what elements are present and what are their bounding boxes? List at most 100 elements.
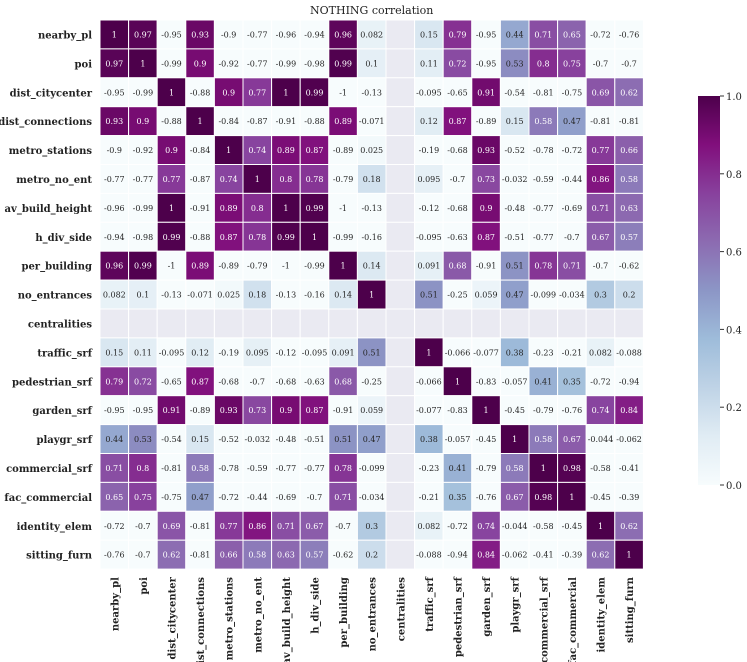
cell-value-label: 1	[112, 30, 117, 39]
column-label: no_entrances	[368, 577, 379, 652]
heatmap-cell	[328, 395, 358, 426]
cell-value-label: 0.93	[191, 30, 209, 39]
cell-value-label: 0.8	[137, 464, 150, 473]
cell-value-label: 0.58	[534, 435, 552, 444]
cell-value-label: -0.77	[247, 59, 268, 68]
heatmap-cell	[299, 164, 330, 194]
heatmap-cell	[128, 279, 158, 310]
cell-value-label: -0.99	[333, 233, 354, 242]
heatmap-cell	[99, 192, 130, 223]
cell-value-label: 0.87	[477, 233, 495, 242]
cell-value-label: 0.99	[306, 204, 324, 213]
heatmap-cell	[585, 337, 616, 368]
cell-value-label: -0.077	[416, 406, 442, 415]
cell-value-label: 0.12	[191, 348, 209, 357]
cell-value-label: -0.057	[502, 377, 528, 386]
heatmap-cell	[557, 48, 587, 79]
heatmap-cell	[328, 539, 358, 570]
heatmap-cell	[499, 308, 530, 339]
heatmap-cell	[271, 106, 301, 137]
heatmap-cell	[328, 164, 358, 194]
cell-value-label: -0.72	[447, 522, 468, 531]
cell-value-label: 0.63	[620, 204, 638, 213]
cell-value-label: -0.19	[218, 348, 239, 357]
cell-value-label: 0.67	[306, 522, 324, 531]
colorbar-tick-label: 0.6	[726, 248, 742, 259]
cell-value-label: -0.88	[304, 117, 325, 126]
cell-value-label: -0.91	[190, 204, 211, 213]
cell-value-label: 0.025	[360, 146, 383, 155]
heatmap-cell	[414, 221, 444, 252]
cell-value-label: 0.1	[137, 291, 150, 300]
column-label: h_div_side	[311, 577, 322, 634]
cell-value-label: -0.12	[419, 204, 440, 213]
cell-value-label: 0.68	[334, 377, 352, 386]
cell-value-label: 1	[627, 551, 632, 560]
cell-value-label: -0.69	[562, 204, 583, 213]
cell-value-label: 0.84	[477, 551, 495, 560]
cell-value-label: -0.062	[616, 435, 642, 444]
heatmap-cell	[385, 510, 416, 541]
cell-value-label: 0.75	[134, 493, 152, 502]
cell-value-label: 1	[198, 117, 203, 126]
cell-value-label: 0.99	[277, 233, 295, 242]
cell-value-label: 0.79	[449, 30, 467, 39]
cell-value-label: 1	[426, 348, 431, 357]
cell-value-label: 0.87	[449, 117, 467, 126]
cell-value-label: 0.99	[306, 88, 324, 97]
cell-value-label: -0.48	[276, 435, 297, 444]
heatmap-cell	[242, 366, 273, 397]
cell-value-label: -0.88	[190, 233, 211, 242]
heatmap-cell	[299, 250, 330, 281]
cell-value-label: 0.63	[277, 551, 295, 560]
heatmap-cell	[185, 106, 215, 137]
heatmap-cell	[385, 48, 416, 79]
cell-value-label: 0.78	[534, 262, 552, 271]
cell-value-label: -0.7	[593, 262, 608, 271]
heatmap-cell	[385, 250, 416, 281]
heatmap-cell	[614, 337, 644, 368]
cell-value-label: 0.8	[251, 204, 264, 213]
cell-value-label: 0.14	[363, 262, 381, 271]
cell-value-label: -0.84	[218, 117, 239, 126]
row-label: identity_elem	[17, 522, 93, 533]
cell-value-label: 0.18	[248, 291, 266, 300]
cell-value-label: -0.13	[361, 88, 382, 97]
heatmap-cell	[185, 366, 215, 397]
heatmap-cell	[213, 539, 244, 570]
heatmap-cell	[614, 135, 644, 166]
heatmap-cell	[499, 221, 530, 252]
heatmap-cell	[528, 19, 559, 50]
cell-value-label: -0.057	[445, 435, 471, 444]
cell-value-label: -0.54	[161, 435, 182, 444]
cell-value-label: -0.13	[361, 204, 382, 213]
heatmap-cell	[528, 106, 559, 137]
cell-value-label: -0.84	[190, 146, 211, 155]
cell-value-label: -0.96	[276, 30, 297, 39]
cell-value-label: -0.062	[502, 551, 528, 560]
cell-value-label: 0.74	[220, 175, 238, 184]
cell-value-label: -0.16	[361, 233, 382, 242]
heatmap-cell	[99, 135, 130, 166]
heatmap-cell	[185, 308, 215, 339]
heatmap-cell	[99, 308, 130, 339]
cell-value-label: -0.7	[135, 522, 150, 531]
cell-value-label: 0.91	[163, 406, 181, 415]
cell-value-label: -0.65	[447, 88, 468, 97]
cell-value-label: -0.81	[533, 88, 554, 97]
cell-value-label: 0.87	[306, 406, 324, 415]
heatmap-cell	[385, 539, 416, 570]
cell-value-label: 0.9	[137, 117, 150, 126]
cell-value-label: -0.21	[562, 348, 583, 357]
cell-value-label: 1	[455, 377, 460, 386]
cell-value-label: -0.13	[161, 291, 182, 300]
heatmap-cell	[614, 395, 644, 426]
heatmap-cell	[585, 481, 616, 512]
cell-value-label: 0.66	[620, 146, 638, 155]
cell-value-label: -0.034	[559, 291, 585, 300]
heatmap-cell	[614, 106, 644, 137]
cell-value-label: -0.095	[302, 348, 328, 357]
heatmap-cell	[185, 481, 215, 512]
heatmap-annotations: 1 0.97 -0.95 0.93 -0.9 -0.77 -0.96 -0.94 0.96 0.0…	[103, 30, 642, 559]
cell-value-label: -0.78	[218, 464, 239, 473]
